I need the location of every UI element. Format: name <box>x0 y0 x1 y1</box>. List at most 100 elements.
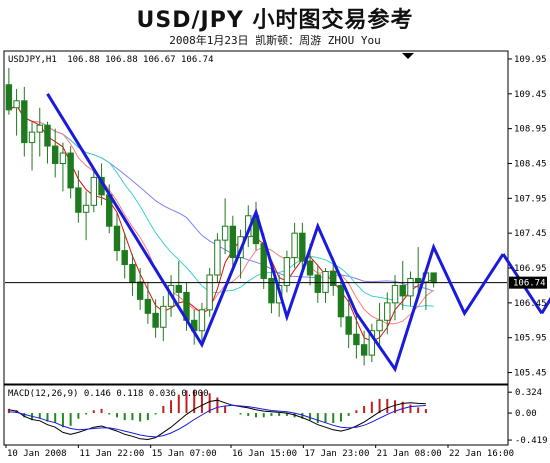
candle-body <box>414 277 422 283</box>
candle <box>13 88 20 136</box>
candle <box>75 170 82 223</box>
candle-body <box>330 271 337 286</box>
candle-body <box>13 100 20 109</box>
time-tick-label: 21 Jan 08:00 <box>377 449 442 459</box>
candle-body <box>391 284 399 304</box>
price-tick-label: 106.95 <box>514 264 547 274</box>
candle <box>28 121 36 171</box>
macd-main-line <box>8 399 426 441</box>
candle <box>376 302 383 345</box>
candle <box>136 268 144 310</box>
time-tick-label: 16 Jan 15:00 <box>232 449 297 459</box>
price-tick-label: 105.95 <box>514 334 547 344</box>
candle <box>384 292 391 335</box>
candle <box>36 107 43 157</box>
price-tick-label: 105.45 <box>514 369 547 379</box>
price-tick-label: 108.45 <box>514 159 547 169</box>
candle-body <box>368 330 376 356</box>
candle-body <box>129 264 136 283</box>
candle <box>229 215 237 269</box>
candle-body <box>291 232 298 259</box>
candle-body <box>136 281 144 300</box>
candle-body <box>360 344 368 356</box>
candle-body <box>28 131 36 144</box>
candle-body <box>314 274 321 293</box>
candle-body <box>160 305 167 328</box>
candle <box>44 121 51 164</box>
time-tick-label: 17 Jan 23:00 <box>304 449 369 459</box>
price-axis: 105.45 105.95 106.45 106.95 107.45 107.95 108.… <box>508 55 547 379</box>
time-tick-label: 15 Jan 07:00 <box>152 449 217 459</box>
candle-body <box>44 124 51 147</box>
candle <box>221 198 229 255</box>
ma-mid-line <box>8 104 434 325</box>
candle <box>144 281 152 324</box>
candle-body <box>345 316 352 335</box>
candle-body <box>75 187 82 213</box>
candle-body <box>268 277 275 304</box>
candle-body <box>283 257 291 286</box>
candle <box>345 299 352 349</box>
candle <box>291 222 298 269</box>
candle <box>368 323 376 363</box>
candle <box>268 264 275 314</box>
candle <box>113 212 121 262</box>
candle <box>175 261 182 303</box>
candle-body <box>353 333 360 346</box>
candle-body <box>175 284 182 293</box>
candle <box>21 86 28 157</box>
price-tick-label: 106.45 <box>514 299 547 309</box>
macd-tick-label: -0.419 <box>515 436 548 446</box>
wave-line <box>46 93 505 373</box>
candle <box>214 233 221 282</box>
time-tick-label: 11 Jan 22:00 <box>79 449 144 459</box>
candle <box>353 313 360 359</box>
candle-body <box>299 232 306 262</box>
candle-body <box>21 100 28 144</box>
candle <box>198 302 206 342</box>
symbol-name: USDJPY,H1 <box>8 55 57 65</box>
candle <box>314 264 321 303</box>
candle-body <box>214 239 221 276</box>
candle-body <box>51 145 59 164</box>
candle <box>5 68 13 115</box>
candle-body <box>399 284 406 297</box>
candle-body <box>376 319 383 332</box>
time-tick-label: 22 Jan 16:00 <box>449 449 514 459</box>
candle-body <box>221 225 229 241</box>
macd-indicator: 0.324 0.00 -0.419 <box>7 388 548 446</box>
current-price-badge <box>509 276 547 289</box>
candle <box>129 254 136 296</box>
candle-body <box>322 271 329 293</box>
candle-body <box>90 176 98 206</box>
candle-body <box>144 298 152 314</box>
time-tick-label: 10 Jan 2008 <box>7 449 67 459</box>
candle-body <box>113 225 121 252</box>
macd-panel-frame <box>3 384 509 446</box>
candle <box>59 142 67 192</box>
page-subtitle: 2008年1月23日 凯斯顿：周游 ZHOU You <box>169 34 381 47</box>
ma-fast-line <box>8 104 434 342</box>
candle-body <box>198 309 206 332</box>
price-tick-label: 108.95 <box>514 125 547 135</box>
time-axis: 10 Jan 2008 11 Jan 22:00 15 Jan 07:00 16 Ja… <box>5 445 514 459</box>
shift-marker-icon <box>402 53 414 59</box>
macd-label: MACD(12,26,9) 0.146 0.118 0.036 0.000 <box>8 389 208 399</box>
candle-body <box>206 274 213 311</box>
candle-body <box>67 152 74 189</box>
candle <box>283 250 291 293</box>
candle <box>121 233 128 279</box>
candle <box>51 128 59 178</box>
price-tick-label: 107.95 <box>514 194 547 204</box>
candle <box>90 170 98 213</box>
candle <box>299 222 306 272</box>
candle-body <box>407 277 414 297</box>
current-price-label: 106.74 <box>513 279 546 289</box>
macd-tick-label: 0.00 <box>515 409 537 419</box>
candle-body <box>5 84 13 111</box>
candle <box>414 247 422 300</box>
candle <box>160 295 167 342</box>
candle-body <box>59 152 67 164</box>
ohlc-values: 106.88 106.88 106.67 106.74 <box>67 55 213 65</box>
candle-body <box>152 312 159 328</box>
